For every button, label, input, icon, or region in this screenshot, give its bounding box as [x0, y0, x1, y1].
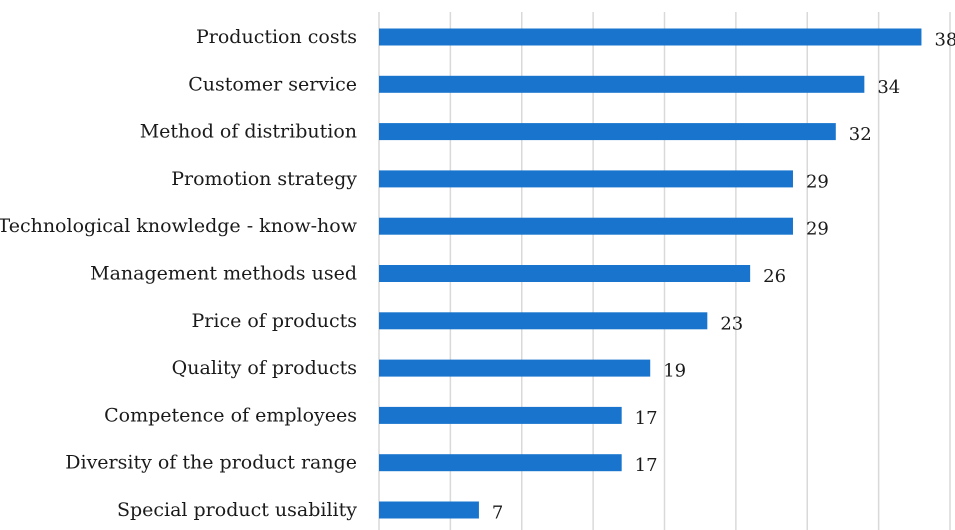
category-label: Quality of products — [172, 357, 357, 379]
category-label: Competence of employees — [104, 404, 357, 426]
bar — [379, 406, 622, 424]
category-label: Customer service — [188, 73, 357, 95]
bar — [379, 75, 865, 93]
value-label: 7 — [492, 503, 503, 524]
bar — [379, 312, 708, 330]
bar — [379, 123, 836, 141]
value-labels: 38 34 32 29 29 26 23 19 17 17 7 — [492, 30, 955, 524]
category-label: Promotion strategy — [171, 168, 357, 190]
category-label: Special product usability — [117, 499, 357, 521]
bar — [379, 454, 622, 472]
category-label: Method of distribution — [140, 121, 357, 143]
value-label: 29 — [806, 219, 829, 240]
bar — [379, 170, 793, 188]
bar — [379, 359, 651, 377]
bar — [379, 28, 922, 46]
category-label: Management methods used — [90, 263, 357, 285]
bar — [379, 265, 751, 282]
value-label: 17 — [635, 455, 658, 476]
category-label: Price of products — [192, 310, 358, 332]
value-label: 26 — [763, 266, 786, 287]
value-label: 38 — [934, 30, 955, 51]
value-label: 34 — [877, 77, 900, 98]
value-label: 19 — [663, 361, 686, 382]
bar — [379, 501, 479, 519]
category-label: Technological knowledge - know-how — [0, 215, 358, 237]
value-label: 23 — [720, 313, 743, 334]
category-label: Diversity of the product range — [65, 452, 357, 474]
value-label: 29 — [806, 171, 829, 192]
category-label: Production costs — [196, 26, 357, 48]
category-labels: Production costs Customer service Method o… — [0, 26, 358, 521]
value-label: 17 — [635, 408, 658, 429]
bars — [379, 28, 922, 519]
value-label: 32 — [849, 124, 872, 145]
bar — [379, 217, 793, 235]
